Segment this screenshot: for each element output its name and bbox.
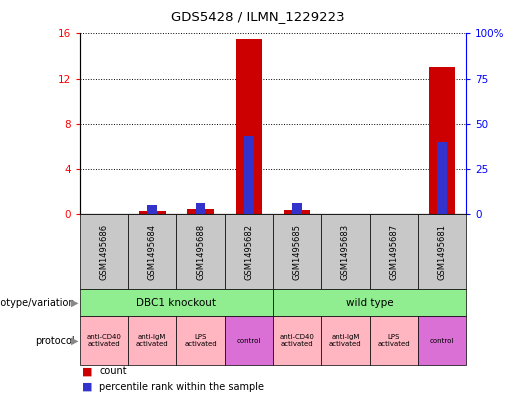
Bar xyxy=(273,316,321,365)
Bar xyxy=(225,316,273,365)
Bar xyxy=(418,214,466,289)
Text: control: control xyxy=(430,338,454,344)
Bar xyxy=(369,316,418,365)
Bar xyxy=(128,214,176,289)
Bar xyxy=(273,214,321,289)
Bar xyxy=(139,211,165,214)
Text: LPS
activated: LPS activated xyxy=(377,334,410,347)
Text: GSM1495688: GSM1495688 xyxy=(196,224,205,279)
Text: GSM1495685: GSM1495685 xyxy=(293,224,302,279)
Bar xyxy=(176,316,225,365)
Text: GSM1495681: GSM1495681 xyxy=(437,224,447,279)
Text: protocol: protocol xyxy=(35,336,75,346)
Text: ■: ■ xyxy=(82,382,93,392)
Bar xyxy=(428,67,455,214)
Bar xyxy=(273,289,466,316)
Text: GSM1495686: GSM1495686 xyxy=(99,224,109,279)
Bar xyxy=(128,316,176,365)
Text: GDS5428 / ILMN_1229223: GDS5428 / ILMN_1229223 xyxy=(170,10,345,23)
Text: anti-IgM
activated: anti-IgM activated xyxy=(136,334,168,347)
Bar xyxy=(176,214,225,289)
Bar xyxy=(284,210,311,214)
Text: genotype/variation: genotype/variation xyxy=(0,298,75,308)
Text: GSM1495687: GSM1495687 xyxy=(389,224,398,279)
Bar xyxy=(321,316,369,365)
Text: anti-CD40
activated: anti-CD40 activated xyxy=(87,334,122,347)
Bar xyxy=(225,214,273,289)
Text: ■: ■ xyxy=(82,366,93,376)
Text: anti-IgM
activated: anti-IgM activated xyxy=(329,334,362,347)
Bar xyxy=(80,316,128,365)
Bar xyxy=(235,39,262,214)
Text: count: count xyxy=(99,366,127,376)
Bar xyxy=(80,289,273,316)
Bar xyxy=(437,142,447,214)
Bar xyxy=(369,214,418,289)
Bar xyxy=(418,316,466,365)
Bar xyxy=(147,205,157,214)
Text: GSM1495684: GSM1495684 xyxy=(148,224,157,279)
Text: ▶: ▶ xyxy=(71,298,78,308)
Text: GSM1495683: GSM1495683 xyxy=(341,224,350,279)
Text: ▶: ▶ xyxy=(71,336,78,346)
Bar xyxy=(293,203,302,214)
Bar xyxy=(244,136,253,214)
Bar xyxy=(80,214,128,289)
Text: LPS
activated: LPS activated xyxy=(184,334,217,347)
Bar xyxy=(187,209,214,214)
Text: GSM1495682: GSM1495682 xyxy=(244,224,253,279)
Text: DBC1 knockout: DBC1 knockout xyxy=(136,298,216,308)
Text: wild type: wild type xyxy=(346,298,393,308)
Text: control: control xyxy=(236,338,261,344)
Bar xyxy=(196,203,205,214)
Text: percentile rank within the sample: percentile rank within the sample xyxy=(99,382,264,392)
Bar xyxy=(321,214,369,289)
Text: anti-CD40
activated: anti-CD40 activated xyxy=(280,334,315,347)
